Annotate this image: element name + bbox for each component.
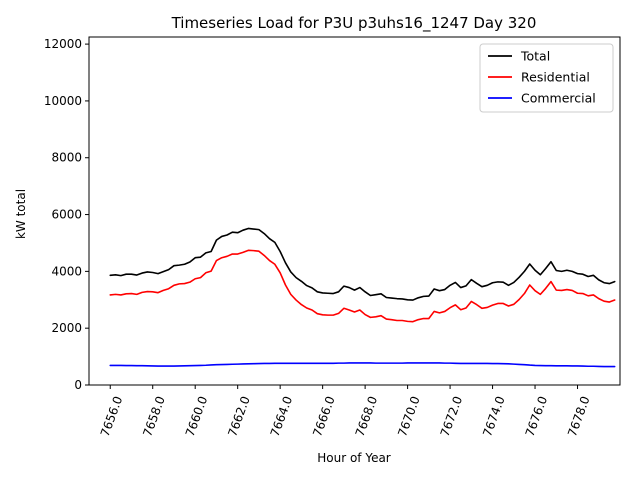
legend-label-residential: Residential	[521, 70, 590, 85]
chart-title: Timeseries Load for P3U p3uhs16_1247 Day…	[171, 14, 537, 33]
y-tick-label: 10000	[44, 94, 82, 108]
y-tick-label: 0	[74, 378, 82, 392]
legend-label-commercial: Commercial	[521, 91, 596, 106]
y-tick-label: 4000	[51, 264, 82, 278]
y-tick-label: 6000	[51, 208, 82, 222]
series-line-residential	[109, 249, 616, 323]
legend-label-total: Total	[520, 49, 550, 64]
y-tick-label: 8000	[51, 151, 82, 165]
legend: Total Residential Commercial	[479, 43, 614, 113]
y-tick-label: 12000	[44, 37, 82, 51]
axes-frame	[88, 36, 621, 386]
y-axis-label: kW total	[14, 189, 28, 239]
series-line-commercial	[109, 362, 616, 368]
y-tick-label: 2000	[51, 321, 82, 335]
series-line-total	[109, 227, 616, 301]
x-axis-label: Hour of Year	[317, 451, 391, 465]
legend-box	[479, 43, 614, 113]
